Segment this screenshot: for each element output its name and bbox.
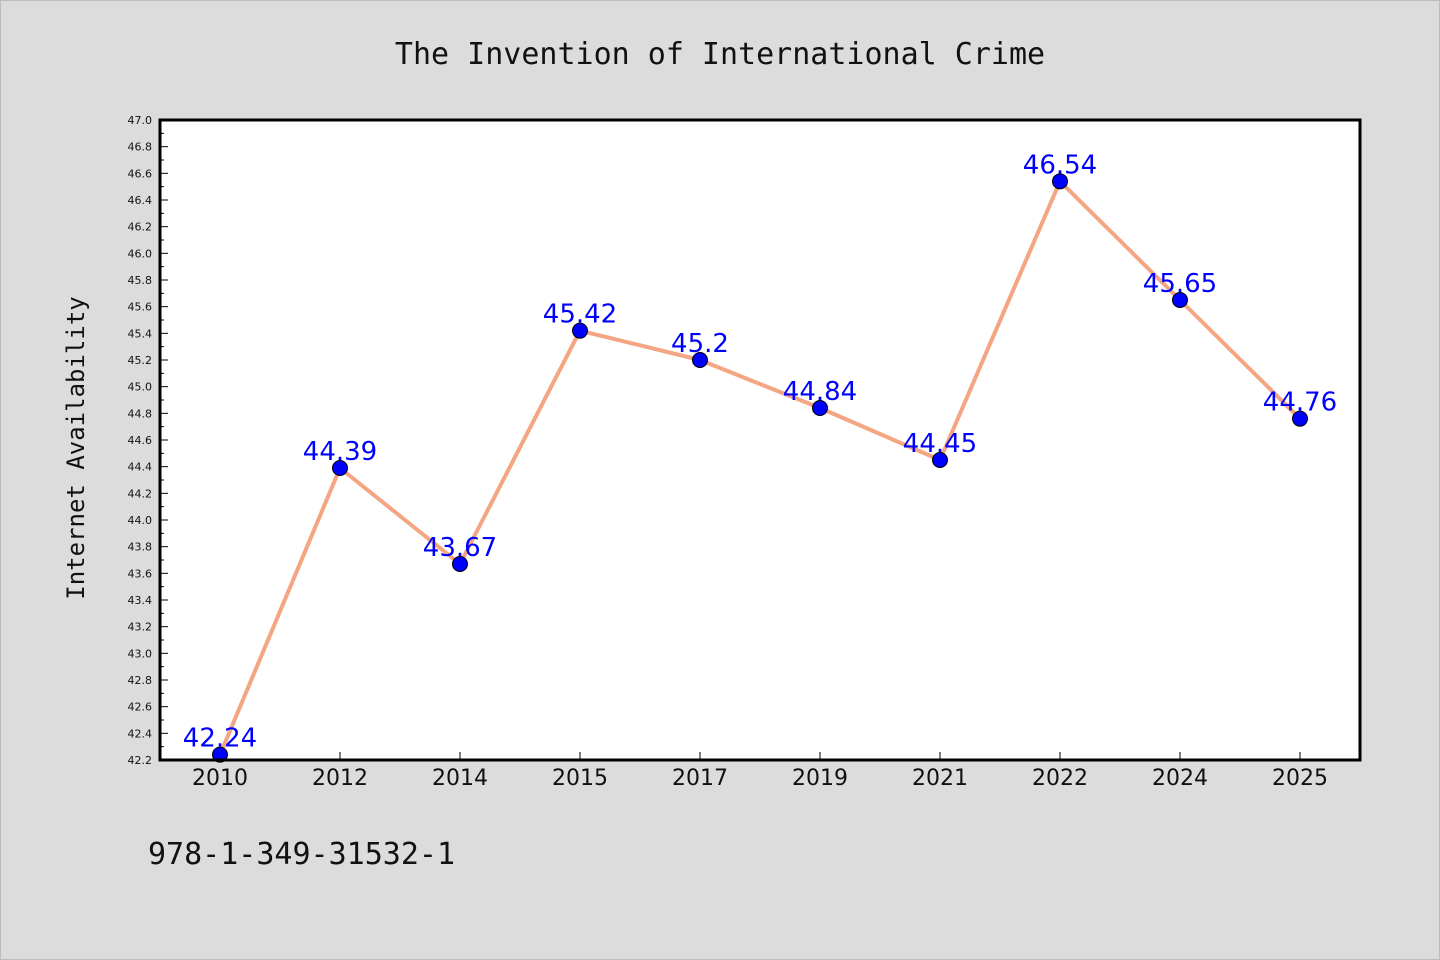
data-label: 45.42	[543, 300, 617, 330]
y-tick-label: 42.2	[128, 754, 153, 767]
data-label: 44.39	[303, 437, 377, 467]
y-tick-label: 45.0	[128, 381, 153, 394]
y-tick-label: 42.8	[128, 674, 153, 687]
data-point	[1292, 410, 1308, 427]
y-tick-label: 44.6	[128, 434, 153, 447]
data-point	[1172, 292, 1188, 308]
y-tick-label: 44.0	[128, 514, 153, 527]
y-tick-label: 44.8	[128, 407, 153, 420]
x-tick-label: 2021	[912, 766, 968, 791]
data-point	[812, 400, 828, 416]
data-point	[932, 452, 948, 468]
data-label: 44.84	[783, 377, 857, 407]
data-label: 44.76	[1263, 388, 1337, 418]
data-point	[1052, 173, 1068, 190]
data-label: 42.24	[183, 724, 257, 754]
x-tick-label: 2022	[1032, 766, 1088, 791]
y-tick-label: 43.4	[128, 594, 153, 607]
data-label: 43.67	[423, 533, 497, 563]
y-tick-label: 46.0	[128, 247, 153, 260]
y-tick-label: 43.8	[128, 541, 153, 554]
y-tick-label: 42.4	[128, 727, 153, 740]
data-label: 44.45	[903, 429, 977, 459]
x-tick-label: 2025	[1272, 766, 1328, 791]
y-tick-label: 43.6	[128, 567, 153, 580]
x-tick-label: 2019	[792, 766, 848, 791]
isbn-footer: 978-1-349-31532-1	[148, 837, 455, 872]
y-tick-label: 46.2	[128, 221, 153, 234]
y-tick-label: 45.4	[128, 327, 153, 340]
data-point	[572, 322, 588, 339]
data-point	[332, 460, 348, 476]
y-tick-label: 46.8	[128, 141, 153, 154]
y-tick-label: 45.6	[128, 301, 153, 314]
data-point	[212, 746, 228, 763]
x-tick-label: 2012	[312, 766, 368, 791]
x-axis-ticks: 2010 2012 2014 2015 2017 2019 2021 2022 2024 2025	[192, 752, 1328, 791]
data-label: 45.65	[1143, 269, 1217, 299]
y-tick-label: 42.6	[128, 701, 153, 714]
y-tick-label: 44.2	[128, 487, 153, 500]
y-tick-label: 46.6	[128, 167, 153, 180]
y-tick-label: 43.2	[128, 621, 153, 634]
data-point	[692, 352, 708, 368]
y-tick-label: 46.4	[128, 194, 153, 207]
x-tick-label: 2024	[1152, 766, 1208, 791]
data-label: 46.54	[1023, 150, 1097, 180]
y-axis-ticks: 42.2 42.4 42.6 42.8 43.0 43.2 43.4 43.6 43.8 44.0…	[128, 114, 168, 767]
x-tick-label: 2015	[552, 766, 608, 791]
series-layer: 42.24 44.39 43.67 45.42 45.2 44.84 44.45 46.54 4…	[183, 150, 1337, 763]
y-tick-label: 45.2	[128, 354, 153, 367]
plot-area	[160, 120, 1360, 760]
data-label: 45.2	[671, 329, 729, 359]
chart-title: The Invention of International Crime	[395, 37, 1045, 72]
x-tick-label: 2014	[432, 766, 488, 791]
series-line	[218, 179, 1302, 757]
y-tick-label: 43.0	[128, 647, 153, 660]
plot-frame	[158, 118, 1362, 762]
data-point	[452, 556, 468, 572]
y-tick-label: 45.8	[128, 274, 153, 287]
y-tick-label: 47.0	[128, 114, 153, 127]
x-tick-label: 2017	[672, 766, 728, 791]
x-tick-label: 2010	[192, 766, 248, 791]
y-tick-label: 44.4	[128, 461, 153, 474]
y-axis-label: Internet Availability	[62, 296, 90, 599]
